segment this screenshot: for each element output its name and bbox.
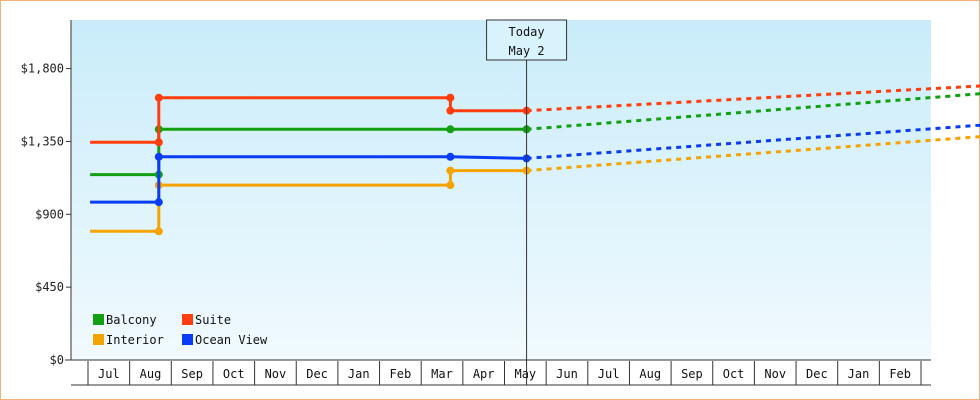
month-label: Apr — [473, 367, 495, 381]
series-point — [154, 198, 163, 207]
month-label: Mar — [431, 367, 453, 381]
legend-swatch — [93, 314, 104, 325]
month-label: Dec — [806, 367, 828, 381]
series-point — [446, 181, 455, 190]
y-axis: $0 $450 $900 $1,350 $1,800 — [21, 20, 931, 367]
month-label: Oct — [223, 367, 245, 381]
series-point — [446, 152, 455, 161]
month-label: Jun — [556, 367, 578, 381]
series-suite — [90, 84, 980, 147]
month-label: Nov — [265, 367, 287, 381]
month-label: Nov — [764, 367, 786, 381]
legend: Balcony Suite Interior Ocean View — [93, 313, 268, 347]
month-label: Jan — [848, 367, 870, 381]
y-tick-label: $0 — [50, 353, 64, 367]
month-label: Feb — [889, 367, 911, 381]
legend-swatch — [182, 334, 193, 345]
series-point — [446, 106, 455, 115]
month-label: Aug — [140, 367, 162, 381]
series-point — [446, 166, 455, 175]
today-date: May 2 — [509, 44, 545, 58]
y-tick-label: $1,350 — [21, 134, 64, 148]
legend-item: Suite — [182, 313, 231, 327]
series-group — [90, 84, 980, 236]
legend-label: Suite — [195, 313, 231, 327]
month-label: May — [514, 367, 536, 381]
series-point — [154, 152, 163, 161]
series-point — [154, 138, 163, 147]
today-label: Today — [509, 25, 545, 39]
series-history-line — [90, 169, 527, 233]
legend-label: Interior — [106, 333, 164, 347]
today-marker: Today May 2 — [486, 19, 568, 385]
series-point — [154, 227, 163, 236]
legend-label: Balcony — [106, 313, 157, 327]
y-tick-label: $450 — [35, 280, 64, 294]
month-label: Jan — [348, 367, 370, 381]
month-label: Sep — [681, 367, 703, 381]
legend-item: Balcony — [93, 313, 157, 327]
month-label: Dec — [306, 367, 328, 381]
plot-area — [71, 20, 931, 360]
legend-item: Interior — [93, 333, 164, 347]
month-label: Sep — [181, 367, 203, 381]
month-label: Aug — [639, 367, 661, 381]
y-tick-label: $900 — [35, 207, 64, 221]
legend-item: Ocean View — [182, 333, 268, 347]
month-label: Jul — [598, 367, 620, 381]
legend-label: Ocean View — [195, 333, 268, 347]
x-axis: Jul Aug Sep Oct Nov Dec Jan Feb Mar Apr May Jun Jul A… — [71, 361, 931, 386]
series-point — [154, 93, 163, 102]
legend-swatch — [93, 334, 104, 345]
series-point — [446, 125, 455, 134]
series-interior — [90, 135, 980, 236]
today-box — [486, 19, 568, 61]
month-label: Jul — [98, 367, 120, 381]
series-history-line — [90, 96, 527, 144]
legend-swatch — [182, 314, 193, 325]
month-label: Feb — [390, 367, 412, 381]
series-point — [446, 93, 455, 102]
y-tick-label: $1,800 — [21, 62, 64, 76]
month-label: Oct — [723, 367, 745, 381]
